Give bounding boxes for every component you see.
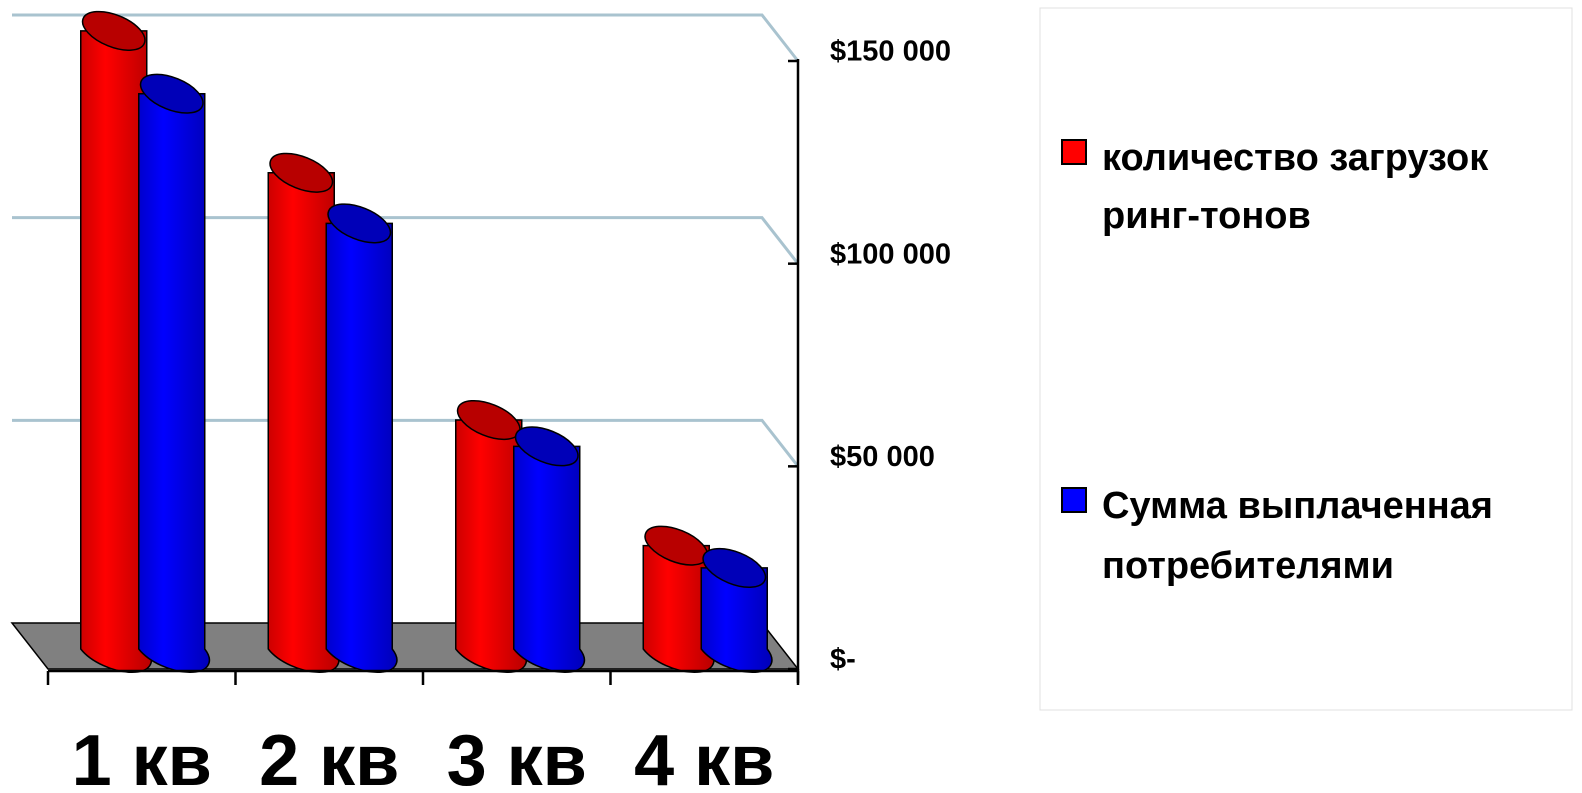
bar-blue-4 <box>700 547 773 674</box>
bar-top <box>269 152 334 193</box>
bar-top <box>81 10 146 51</box>
legend: количество загрузок ринг-тонов Сумма выпла… <box>1061 137 1493 587</box>
y-tick-label: $- <box>830 644 856 676</box>
y-tick-label: $100 000 <box>830 238 951 270</box>
bar-red-3 <box>455 399 528 674</box>
bars <box>80 10 773 674</box>
legend-label: потребителями <box>1102 545 1394 587</box>
y-tick-label: $50 000 <box>830 441 935 473</box>
y-axis: $150 000 $100 000 $50 000 $- <box>788 36 951 683</box>
legend-swatch <box>1061 139 1087 165</box>
bar-top <box>139 73 204 114</box>
legend-label: количество загрузок <box>1102 137 1489 179</box>
legend-swatch <box>1061 487 1087 513</box>
x-tick-label: 2 кв <box>259 721 399 793</box>
gridline <box>12 216 800 265</box>
x-tick-label: 3 кв <box>447 721 587 793</box>
legend-label: Сумма выплаченная <box>1102 485 1493 527</box>
bar-body <box>325 222 398 674</box>
bar-red-1 <box>80 10 153 674</box>
legend-box <box>1039 7 1573 711</box>
legend-label: ринг-тонов <box>1102 195 1311 237</box>
x-tick-label: 4 кв <box>634 721 774 793</box>
gridlines <box>12 13 800 468</box>
bar-red-4 <box>642 525 715 674</box>
bar-top <box>327 203 392 244</box>
bar-blue-2 <box>325 203 398 674</box>
bar-blue-3 <box>513 426 586 674</box>
x-tick-label: 1 кв <box>72 721 212 793</box>
bar-body <box>513 445 586 674</box>
bar-top <box>514 426 579 467</box>
legend-item-1: количество загрузок ринг-тонов <box>1061 137 1489 237</box>
x-axis: 1 кв 2 кв 3 кв 4 кв <box>46 669 800 793</box>
bar-body <box>138 92 211 674</box>
bar-top <box>702 547 767 588</box>
legend-item-2: Сумма выплаченная потребителями <box>1061 485 1493 587</box>
y-tick-label: $150 000 <box>830 36 951 68</box>
gridline <box>12 418 800 468</box>
gridline <box>12 13 800 62</box>
bar-blue-1 <box>138 73 211 674</box>
